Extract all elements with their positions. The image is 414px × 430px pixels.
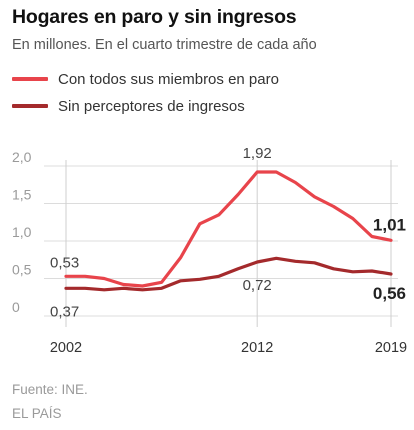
- publisher-brand: EL PAÍS: [12, 406, 62, 421]
- data-label: 0,72: [243, 277, 272, 294]
- y-tick-label: 1,5: [12, 187, 32, 203]
- legend-item-no-income: Sin perceptores de ingresos: [12, 95, 245, 117]
- legend-label-no-income: Sin perceptores de ingresos: [58, 97, 245, 115]
- x-tick-label: 2002: [50, 340, 82, 356]
- x-tick-label: 2019: [375, 340, 407, 356]
- data-label: 1,01: [373, 215, 406, 234]
- series-line-no-income: [64, 256, 393, 292]
- chart-subtitle: En millones. En el cuarto trimestre de c…: [12, 37, 317, 53]
- series-line-unemployed: [64, 170, 393, 288]
- data-label: 0,53: [50, 254, 79, 271]
- data-label: 1,92: [243, 145, 272, 162]
- y-tick-label: 0,5: [12, 262, 32, 278]
- legend-item-unemployed: Con todos sus miembros en paro: [12, 68, 279, 90]
- legend-swatch-unemployed: [12, 77, 48, 81]
- y-tick-label: 0: [12, 299, 20, 315]
- y-tick-label: 2,0: [12, 149, 32, 165]
- legend-label-unemployed: Con todos sus miembros en paro: [58, 70, 279, 88]
- source-note: Fuente: INE.: [12, 382, 88, 397]
- chart-title: Hogares en paro y sin ingresos: [12, 6, 297, 28]
- data-label: 0,37: [50, 303, 79, 320]
- x-tick-label: 2012: [241, 340, 273, 356]
- legend-swatch-no-income: [12, 104, 48, 108]
- data-label: 0,56: [373, 284, 406, 303]
- y-tick-label: 1,0: [12, 224, 32, 240]
